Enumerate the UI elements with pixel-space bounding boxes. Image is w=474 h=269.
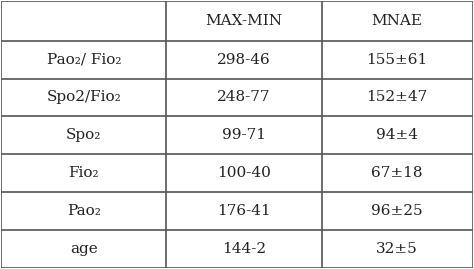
Text: 152±47: 152±47 [366,90,428,104]
Text: Pao₂/ Fio₂: Pao₂/ Fio₂ [46,53,121,67]
Text: 176-41: 176-41 [217,204,271,218]
Text: 298-46: 298-46 [217,53,271,67]
Text: Spo2/Fio₂: Spo2/Fio₂ [46,90,121,104]
Text: Spo₂: Spo₂ [66,128,101,142]
Text: MAX-MIN: MAX-MIN [206,14,283,28]
Text: 144-2: 144-2 [222,242,266,256]
Text: MNAE: MNAE [372,14,423,28]
Text: Fio₂: Fio₂ [69,166,99,180]
Text: 96±25: 96±25 [372,204,423,218]
Text: 99-71: 99-71 [222,128,266,142]
Text: 100-40: 100-40 [217,166,271,180]
Text: Pao₂: Pao₂ [67,204,101,218]
Text: 248-77: 248-77 [217,90,271,104]
Text: age: age [70,242,98,256]
Text: 32±5: 32±5 [376,242,418,256]
Text: 155±61: 155±61 [366,53,428,67]
Text: 94±4: 94±4 [376,128,418,142]
Text: 67±18: 67±18 [372,166,423,180]
